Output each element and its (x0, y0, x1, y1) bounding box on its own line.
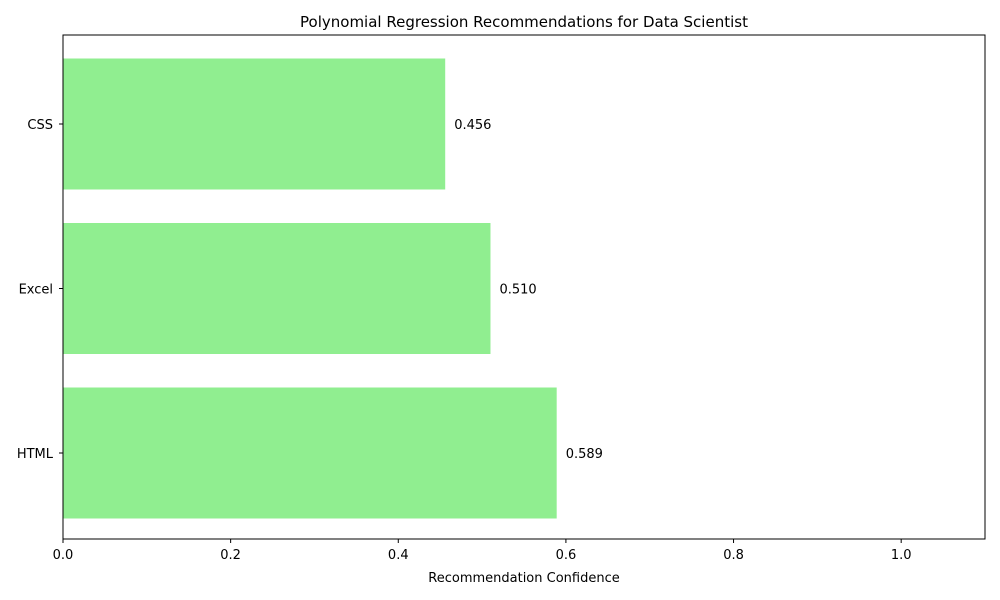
value-label-html: 0.589 (566, 447, 603, 462)
y-tick-label-css: CSS (27, 118, 53, 133)
x-tick-label: 0.2 (220, 548, 241, 563)
plot-frame (62, 34, 986, 540)
bar-css (63, 58, 446, 190)
x-tick-label: 0.8 (723, 548, 744, 563)
x-tick-label: 0.6 (556, 548, 577, 563)
value-label-excel: 0.510 (499, 283, 536, 298)
bar-html (63, 387, 557, 519)
value-label-css: 0.456 (454, 118, 491, 133)
x-tick-label: 0.0 (53, 548, 74, 563)
x-axis-label: Recommendation Confidence (428, 571, 619, 586)
bar-excel (63, 223, 491, 354)
value-labels-layer: 0.589 0.510 0.456 (454, 118, 603, 462)
x-tick-label: 1.0 (891, 548, 912, 563)
x-tick-label: 0.4 (388, 548, 409, 563)
bars-layer (63, 58, 557, 519)
y-tick-label-html: HTML (17, 447, 54, 462)
chart-title: Polynomial Regression Recommendations fo… (300, 13, 748, 31)
y-tick-label-excel: Excel (19, 283, 53, 298)
axes-layer: HTML Excel CSS 0.0 0.2 0.4 0.6 0.8 1.0 (17, 118, 912, 563)
